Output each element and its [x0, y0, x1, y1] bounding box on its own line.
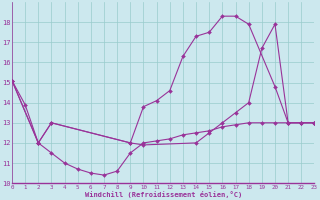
- X-axis label: Windchill (Refroidissement éolien,°C): Windchill (Refroidissement éolien,°C): [84, 191, 242, 198]
